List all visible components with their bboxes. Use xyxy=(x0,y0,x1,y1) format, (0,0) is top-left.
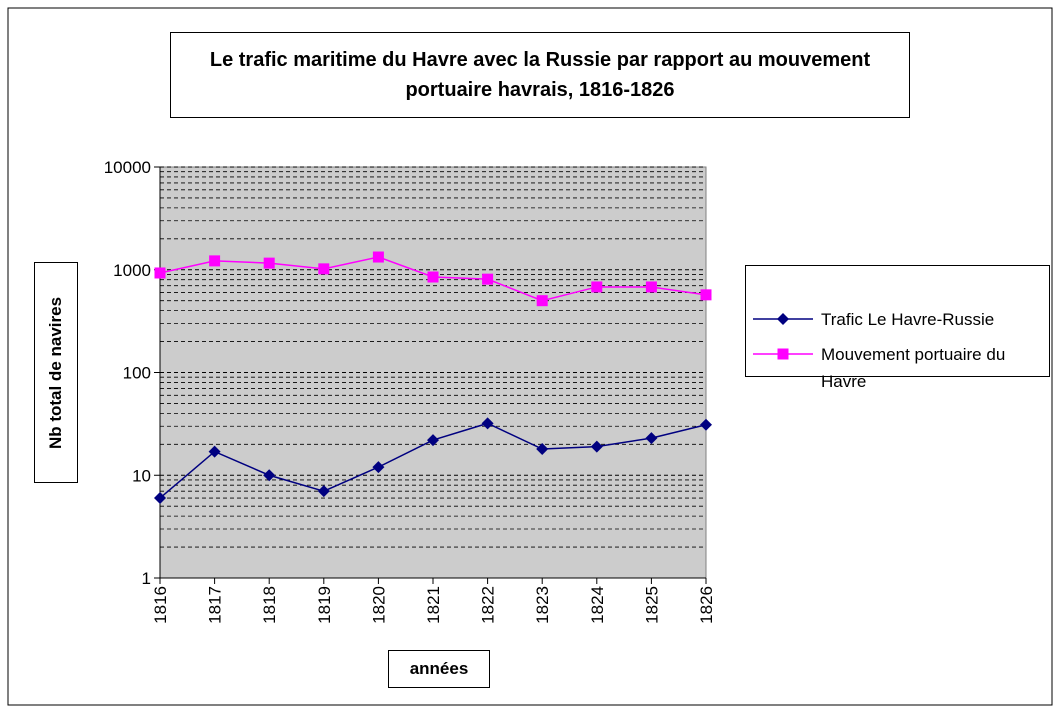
data-point xyxy=(317,485,330,498)
x-tick-label: 1821 xyxy=(424,586,443,624)
y-tick-label: 10000 xyxy=(104,158,151,177)
x-tick-label: 1826 xyxy=(697,586,716,624)
data-point xyxy=(645,281,657,293)
data-point xyxy=(372,251,384,263)
y-axis-label: Nb total de navires xyxy=(46,296,65,449)
data-point xyxy=(263,469,276,482)
data-point xyxy=(372,461,385,474)
x-tick-label: 1824 xyxy=(588,586,607,624)
data-point xyxy=(208,445,221,458)
legend-marks xyxy=(753,313,813,360)
y-tick-label: 100 xyxy=(123,364,151,383)
x-tick-label: 1819 xyxy=(315,586,334,624)
data-point xyxy=(427,434,439,447)
y-tick-label: 1000 xyxy=(113,261,151,280)
legend: Trafic Le Havre-Russie Mouvement portuai… xyxy=(745,265,1050,391)
data-point xyxy=(645,432,658,445)
x-tick-label: 1816 xyxy=(151,586,170,624)
data-point xyxy=(427,271,439,283)
y-axis-box: Nb total de navires xyxy=(34,262,78,483)
data-point xyxy=(154,492,166,505)
data-point xyxy=(536,295,548,307)
x-tick-label: 1818 xyxy=(260,586,279,624)
data-point xyxy=(536,443,549,456)
x-tick-label: 1817 xyxy=(206,586,225,624)
y-tick-label: 1 xyxy=(142,569,151,588)
chart-title: Le trafic maritime du Havre avec la Russ… xyxy=(170,32,910,118)
data-point xyxy=(209,255,221,267)
data-point xyxy=(263,257,275,269)
data-point xyxy=(700,289,712,301)
data-point xyxy=(318,263,330,275)
x-tick-label: 1823 xyxy=(533,586,552,624)
data-point xyxy=(590,440,603,453)
data-point xyxy=(154,267,166,279)
y-tick-label: 10 xyxy=(132,466,151,485)
data-point xyxy=(591,281,603,293)
x-axis-label: années xyxy=(388,650,490,688)
x-tick-label: 1820 xyxy=(369,586,388,624)
legend-marker xyxy=(777,348,789,360)
legend-label: Mouvement portuaire du Havre xyxy=(821,345,1006,391)
data-point xyxy=(482,273,494,285)
data-point xyxy=(481,417,494,430)
legend-label: Trafic Le Havre-Russie xyxy=(821,310,995,329)
plot-area: 1 10 100 1000 10000 1816 1817 1818 1819 1820 1821 1… xyxy=(104,158,716,624)
data-point xyxy=(700,418,712,431)
x-tick-label: 1822 xyxy=(479,586,498,624)
legend-marker xyxy=(777,313,789,325)
x-tick-label: 1825 xyxy=(642,586,661,624)
